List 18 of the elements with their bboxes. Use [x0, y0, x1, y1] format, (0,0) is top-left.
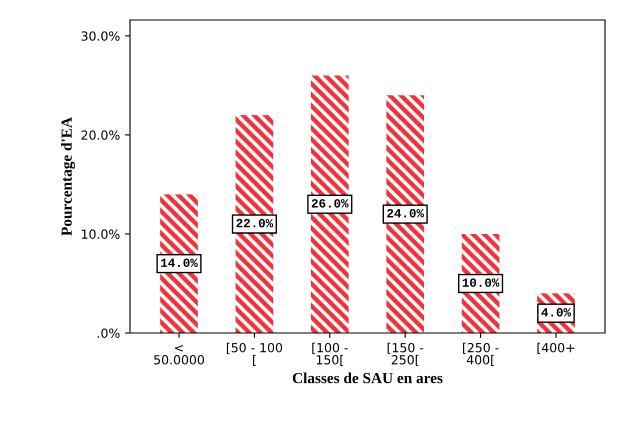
data-label: 14.0%	[161, 258, 198, 268]
y-tick-label: .0%	[98, 328, 120, 338]
data-label: 4.0%	[541, 308, 571, 317]
x-tick-label: [150 - 250[	[388, 342, 424, 366]
data-label: 26.0%	[312, 199, 349, 208]
data-label: 10.0%	[462, 278, 500, 287]
y-tick-label: 20.0%	[81, 130, 120, 140]
y-tick-label: 10.0%	[82, 229, 120, 239]
x-tick-label: [250 - 400[	[463, 342, 499, 366]
data-label: 22.0%	[236, 218, 274, 228]
x-axis-title: Classes de SAU en ares	[292, 372, 443, 384]
y-axis-title: Pourcentage d'EA	[61, 117, 76, 236]
x-tick-label: [100 - 150[	[312, 342, 348, 366]
data-label: 24.0%	[387, 209, 424, 218]
y-tick-label: 30.0%	[82, 31, 120, 41]
x-tick-label: [400+	[537, 342, 574, 354]
x-tick-label: < 50.0000	[154, 344, 204, 364]
x-tick-label: [50 - 100 [	[226, 342, 282, 366]
